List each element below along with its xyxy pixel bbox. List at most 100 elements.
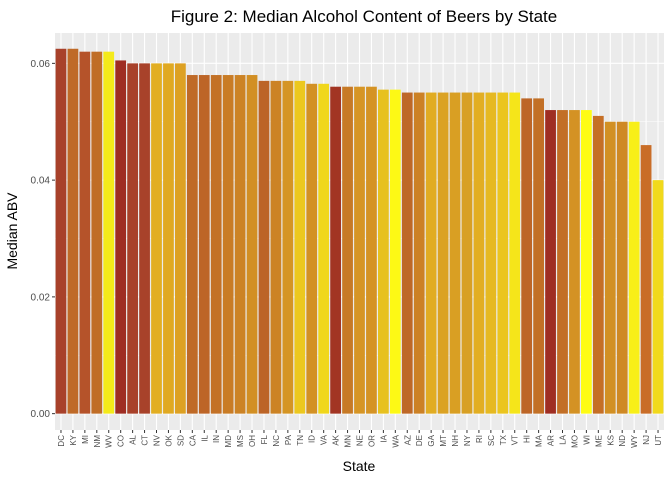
bar-oh xyxy=(246,75,258,414)
bar-al xyxy=(127,63,138,414)
bar-mo xyxy=(569,110,580,414)
bar-co xyxy=(115,60,127,414)
bar-wa xyxy=(389,89,401,414)
x-tick-label: MD xyxy=(224,435,233,448)
x-tick-label: OK xyxy=(164,434,173,446)
x-tick-label: UT xyxy=(654,435,663,446)
bar-wy xyxy=(628,121,640,414)
bar-az xyxy=(401,92,413,414)
x-axis: DC KY MI NM WV CO AL CT NV OK SD CA IL IN MD MS OH FL NC PA… xyxy=(57,430,663,448)
x-tick-label: WA xyxy=(391,434,400,447)
chart-title: Figure 2: Median Alcohol Content of Beer… xyxy=(171,7,558,26)
bar-ny xyxy=(461,92,473,414)
bar-nm xyxy=(91,51,103,414)
x-tick-label: NC xyxy=(272,435,281,447)
bar-il xyxy=(198,75,210,414)
x-tick-label: LA xyxy=(559,434,568,444)
x-tick-label: TX xyxy=(499,434,508,445)
bar-la xyxy=(557,110,568,414)
x-tick-label: FL xyxy=(260,434,269,444)
bar-or xyxy=(366,86,377,414)
bar-nv xyxy=(151,63,162,414)
bar-in xyxy=(210,75,222,414)
bar-hi xyxy=(521,98,533,414)
bar-de xyxy=(413,92,425,414)
x-tick-label: NH xyxy=(451,435,460,447)
y-tick-label: 0.06 xyxy=(31,59,51,70)
bar-ok xyxy=(163,63,174,414)
x-tick-label: ND xyxy=(618,435,627,447)
bar-tn xyxy=(294,80,306,414)
x-tick-label: CO xyxy=(117,435,126,447)
bar-mi xyxy=(79,51,91,414)
x-tick-label: NJ xyxy=(642,435,651,445)
x-tick-label: NV xyxy=(153,434,162,446)
x-tick-label: WV xyxy=(105,434,114,448)
x-tick-label: KS xyxy=(606,435,615,446)
x-tick-label: MN xyxy=(344,435,353,448)
bar-ut xyxy=(652,180,664,414)
x-tick-label: NY xyxy=(463,434,472,446)
y-tick-label: 0.04 xyxy=(31,176,51,187)
bar-ca xyxy=(186,75,198,414)
bar-ks xyxy=(604,121,616,414)
y-axis: 0.00 0.02 0.04 0.06 xyxy=(31,59,55,420)
x-tick-label: OH xyxy=(248,435,257,447)
bar-va xyxy=(318,83,330,414)
bar-nj xyxy=(640,145,652,414)
y-tick-label: 0.00 xyxy=(31,409,51,420)
bar-ms xyxy=(234,75,246,414)
x-tick-label: WI xyxy=(582,435,591,445)
x-tick-label: MA xyxy=(535,434,544,447)
x-tick-label: IN xyxy=(212,435,221,443)
x-tick-label: PA xyxy=(284,434,293,445)
bar-fl xyxy=(258,80,270,414)
x-tick-label: KY xyxy=(69,434,78,445)
bar-ar xyxy=(545,110,556,414)
bar-ak xyxy=(330,86,341,414)
x-tick-label: CT xyxy=(141,435,150,446)
bar-mt xyxy=(437,92,449,414)
bar-ct xyxy=(139,63,150,414)
bar-mn xyxy=(342,86,353,414)
x-tick-label: HI xyxy=(523,435,532,443)
x-tick-label: VT xyxy=(511,435,520,445)
x-tick-label: ME xyxy=(594,435,603,447)
bar-sc xyxy=(485,92,497,414)
bar-dc xyxy=(55,48,67,414)
x-tick-label: TN xyxy=(296,435,305,446)
bar-ky xyxy=(67,48,79,414)
x-tick-label: DE xyxy=(415,435,424,446)
bar-pa xyxy=(282,80,294,414)
x-tick-label: WY xyxy=(630,434,639,448)
x-tick-label: MO xyxy=(570,435,579,448)
bar-sd xyxy=(175,63,186,414)
x-tick-label: GA xyxy=(427,434,436,446)
bar-me xyxy=(592,115,604,414)
x-tick-label: SC xyxy=(487,435,496,446)
x-tick-label: DC xyxy=(57,435,66,447)
bar-ma xyxy=(533,98,544,414)
x-tick-label: RI xyxy=(475,435,484,443)
x-tick-label: MS xyxy=(236,435,245,447)
bars xyxy=(55,48,664,414)
bar-id xyxy=(306,83,318,414)
bar-md xyxy=(222,75,234,414)
x-tick-label: NM xyxy=(93,435,102,448)
bar-ne xyxy=(354,86,365,414)
x-tick-label: IL xyxy=(200,434,209,441)
bar-ri xyxy=(473,92,485,414)
x-tick-label: IA xyxy=(379,434,388,442)
bar-ga xyxy=(425,92,437,414)
x-axis-label: State xyxy=(343,458,376,474)
x-tick-label: AL xyxy=(129,434,138,444)
bar-wv xyxy=(103,51,115,414)
bar-nd xyxy=(616,121,628,414)
x-tick-label: SD xyxy=(176,435,185,446)
bar-nc xyxy=(270,80,282,414)
bar-nh xyxy=(449,92,461,414)
bar-vt xyxy=(509,92,521,414)
x-tick-label: AK xyxy=(332,434,341,445)
